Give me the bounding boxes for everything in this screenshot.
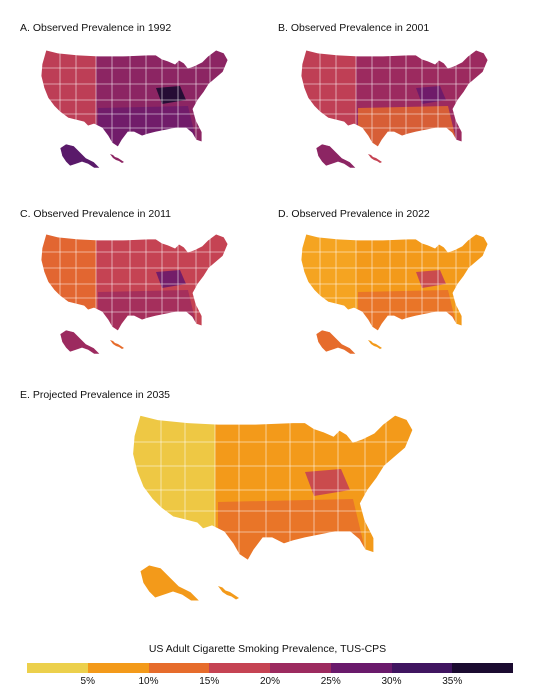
panel-b-map	[300, 49, 489, 148]
legend-tick-label: 30%	[381, 676, 402, 687]
panel-c-map	[40, 233, 229, 332]
legend-swatch	[87, 663, 149, 673]
south-region	[98, 290, 198, 331]
legend-swatch	[391, 663, 453, 673]
legend-tick-label: 5%	[80, 676, 95, 687]
appalachia-region	[156, 270, 186, 288]
alaska-shape	[59, 329, 101, 355]
legend-tick-label: 25%	[320, 676, 341, 687]
alaska-shape	[139, 564, 202, 602]
alaska-shape	[315, 143, 357, 169]
appalachia-region	[416, 86, 446, 104]
panel-d-map	[300, 233, 489, 332]
west-region	[301, 50, 356, 147]
panel-e-title: E. Projected Prevalence in 2035	[20, 389, 171, 401]
choropleth-maps	[40, 49, 489, 602]
west-region	[301, 234, 356, 331]
us-outline	[300, 233, 489, 332]
legend-swatch	[330, 663, 392, 673]
panel-c-title: C. Observed Prevalence in 2011	[20, 208, 171, 220]
legend-tick-label: 20%	[259, 676, 281, 687]
us-outline	[40, 49, 229, 148]
hawaii-shape	[368, 154, 382, 163]
panel-a-map	[40, 49, 229, 148]
legend-title: US Adult Cigarette Smoking Prevalence, T…	[148, 643, 387, 655]
panel-e-map	[131, 414, 414, 562]
panel-d-title: D. Observed Prevalence in 2022	[278, 208, 430, 220]
hawaii-shape	[110, 154, 124, 163]
appalachia-region	[416, 270, 446, 288]
legend-swatch	[148, 663, 210, 673]
south-region	[218, 499, 368, 561]
south-region	[358, 290, 458, 331]
appalachia-region	[305, 469, 350, 496]
legend-color-bar	[27, 663, 513, 673]
hawaii-shape	[368, 340, 382, 349]
south-region	[98, 106, 198, 147]
panel-a-title: A. Observed Prevalence in 1992	[20, 22, 172, 34]
legend-swatch	[452, 663, 513, 673]
hawaii-shape	[218, 586, 239, 600]
panel-b-title: B. Observed Prevalence in 2001	[278, 22, 430, 34]
west-region	[132, 415, 215, 561]
us-outline	[40, 233, 229, 332]
appalachia-region	[156, 86, 186, 104]
south-region	[358, 106, 458, 147]
west-region	[41, 50, 96, 147]
legend-tick-label: 10%	[138, 676, 159, 687]
legend-tick-label: 15%	[199, 676, 220, 687]
west-region	[41, 234, 96, 331]
us-outline	[300, 49, 489, 148]
legend-swatch	[27, 663, 88, 673]
alaska-shape	[315, 329, 357, 355]
hawaii-shape	[110, 340, 124, 349]
legend-tick-label: 35%	[442, 676, 463, 687]
legend-swatch	[209, 663, 270, 673]
legend-swatch	[270, 663, 331, 673]
alaska-shape	[59, 143, 101, 169]
us-outline	[131, 414, 414, 562]
